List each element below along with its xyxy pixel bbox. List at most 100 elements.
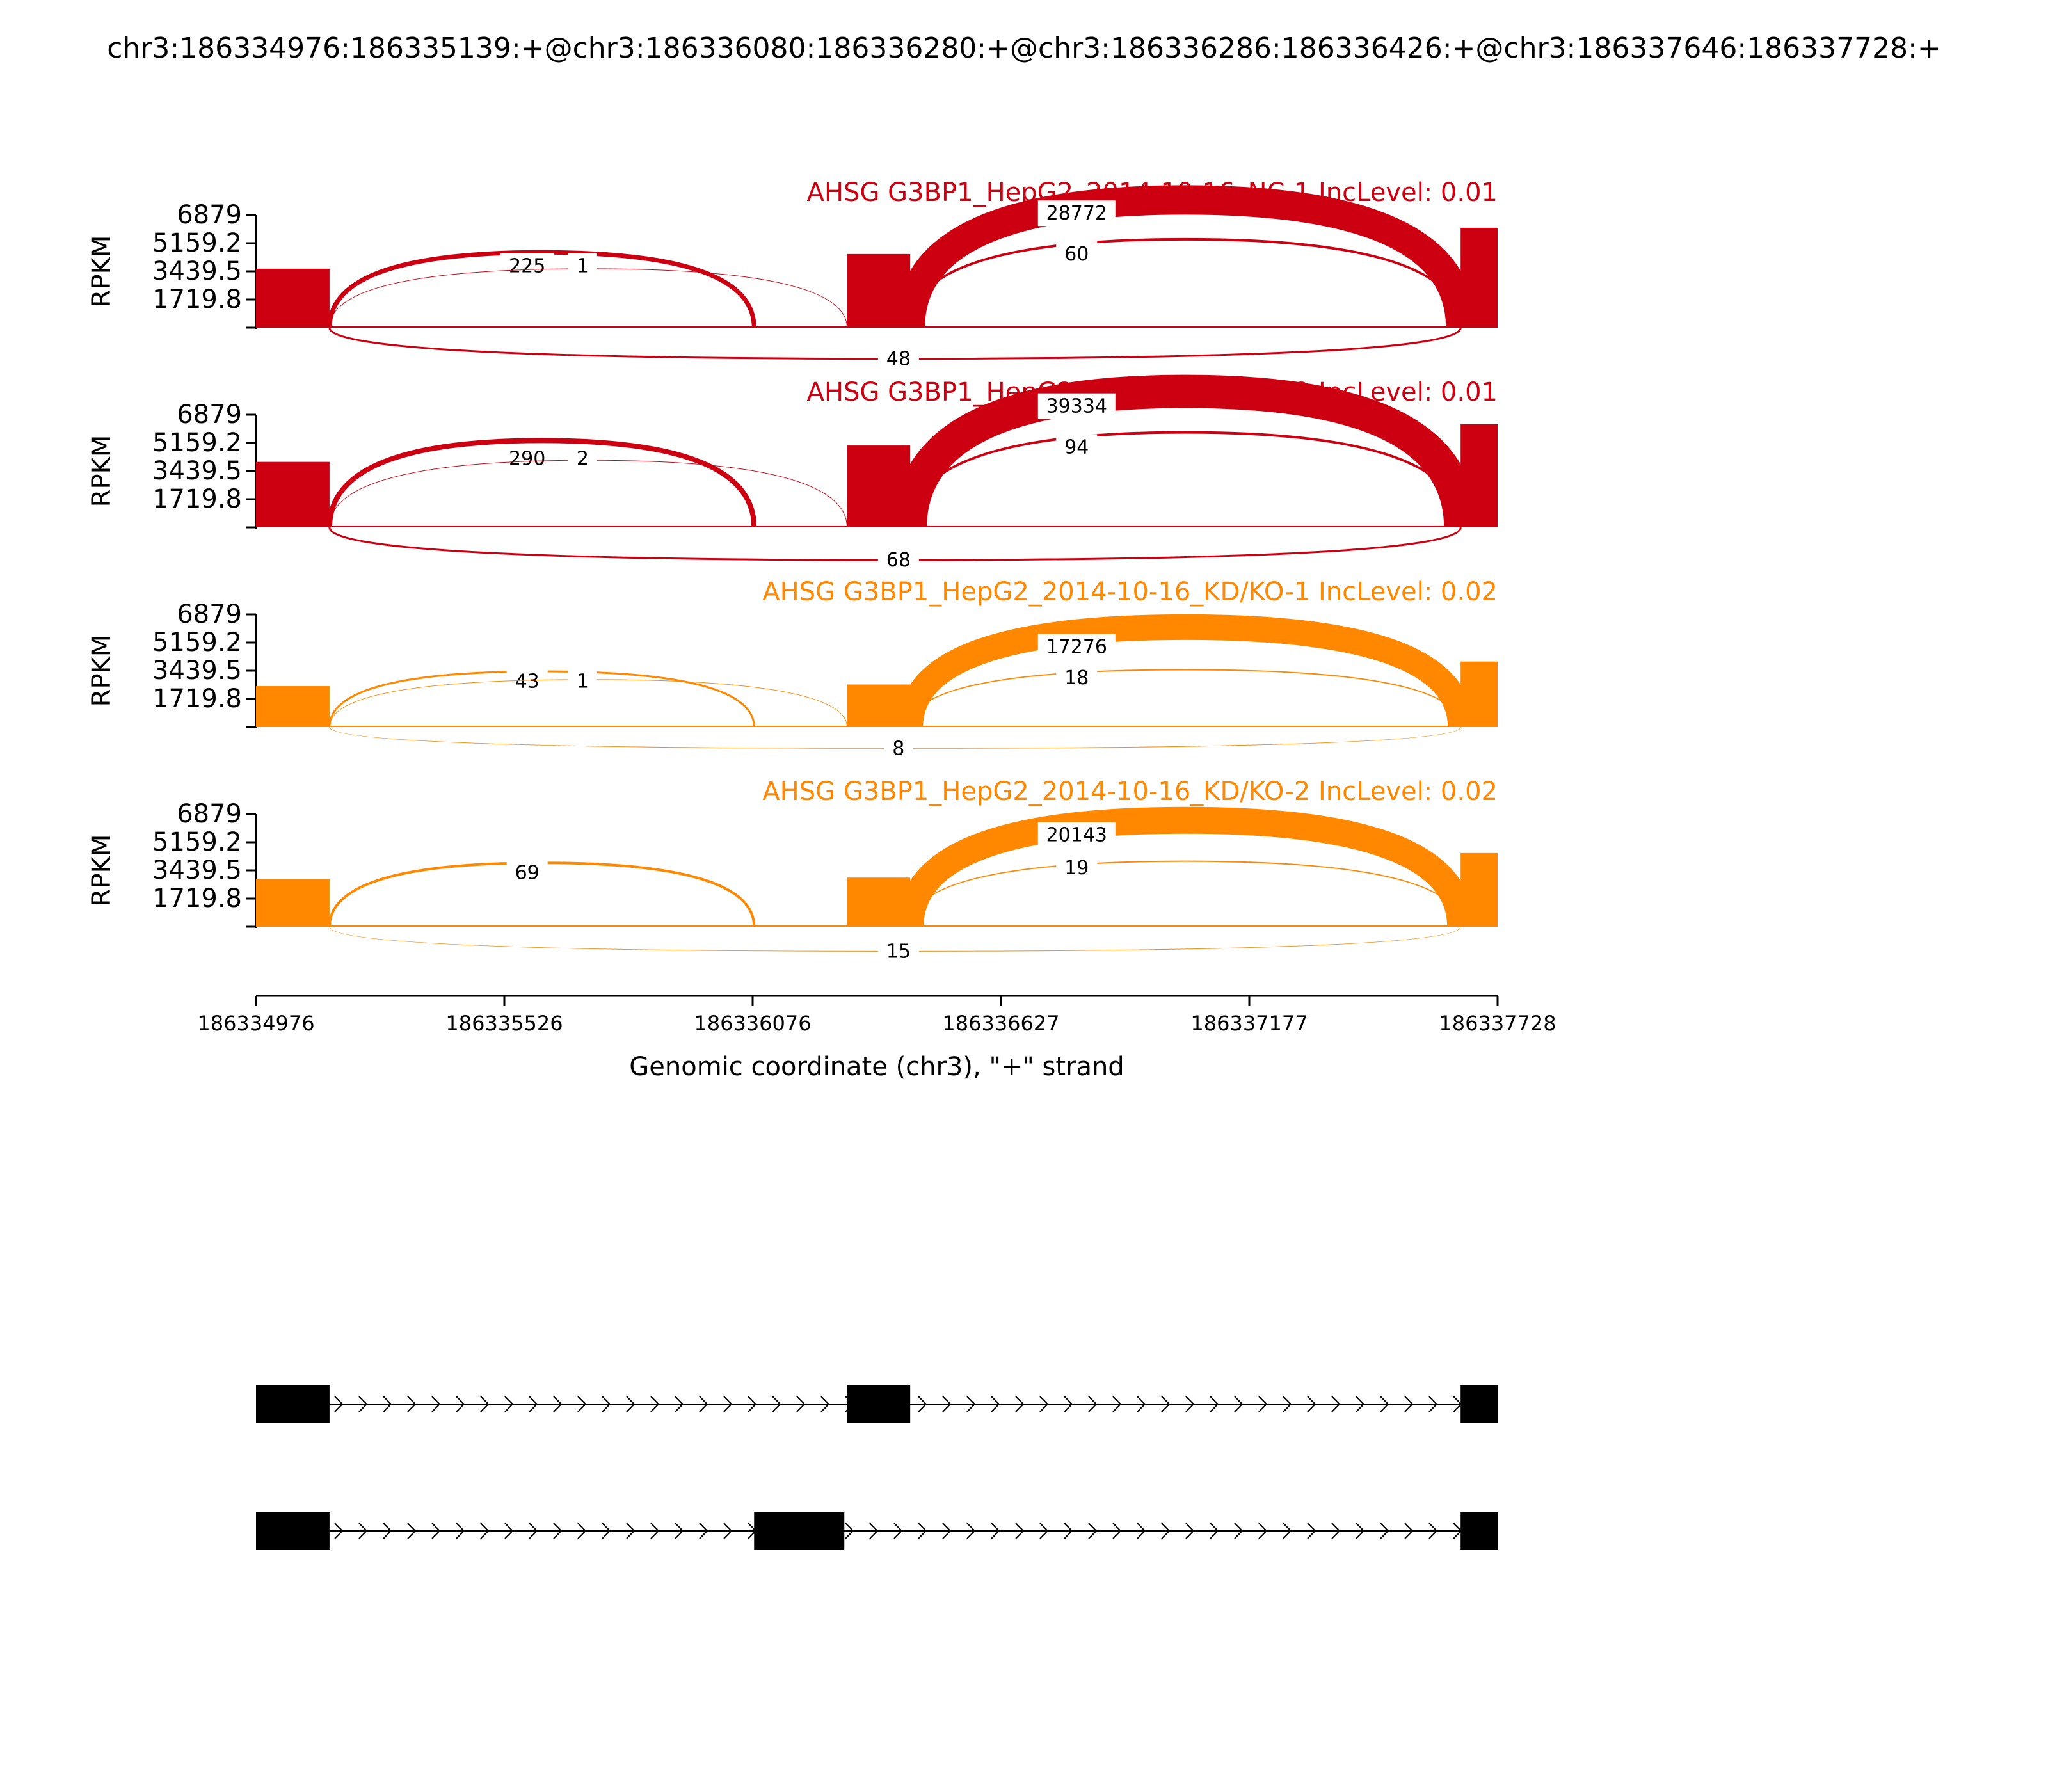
isoform-2	[256, 1512, 1498, 1550]
strand-arrow-icon	[1039, 1396, 1049, 1412]
junction-count-label: 19	[1064, 857, 1089, 879]
strand-arrow-icon	[431, 1523, 441, 1539]
strand-arrow-icon	[772, 1396, 781, 1412]
strand-arrow-icon	[383, 1396, 392, 1412]
x-tick-label: 186335526	[445, 1011, 563, 1036]
strand-arrow-icon	[1137, 1396, 1146, 1412]
junction-count-label: 2	[577, 448, 589, 470]
strand-arrow-icon	[1283, 1523, 1292, 1539]
strand-arrow-icon	[675, 1396, 684, 1412]
strand-arrow-icon	[1185, 1396, 1195, 1412]
junction-label-bg	[568, 253, 597, 279]
junction-arc	[897, 614, 1474, 728]
x-tick-label: 186337177	[1190, 1011, 1308, 1036]
junction-label-bg	[506, 668, 548, 694]
x-tick-label: 186336076	[694, 1011, 811, 1036]
strand-arrow-icon	[966, 1396, 976, 1412]
strand-arrow-icon	[602, 1396, 611, 1412]
strand-arrow-icon	[723, 1523, 733, 1539]
junction-count-label: 18	[1064, 667, 1089, 689]
strand-arrow-icon	[577, 1523, 587, 1539]
strand-arrow-icon	[918, 1396, 927, 1412]
track-title: AHSG G3BP1_HepG2_2014-10-16_KD/KO-1 IncL…	[762, 577, 1498, 607]
x-axis: 186334976 186335526 186336076 186336627 1863…	[197, 995, 1556, 1082]
junction-label-bg	[877, 938, 919, 964]
strand-arrow-icon	[1210, 1396, 1219, 1412]
strand-arrow-icon	[602, 1523, 611, 1539]
strand-arrow-icon	[893, 1523, 903, 1539]
y-tick-label: 3439.5	[152, 257, 242, 286]
isoform-exon	[847, 1385, 911, 1423]
junction-count-label: 1	[577, 670, 589, 692]
strand-arrow-icon	[1234, 1523, 1244, 1539]
strand-arrow-icon	[626, 1523, 636, 1539]
strand-arrow-icon	[553, 1396, 563, 1412]
junction-label-bg	[1037, 822, 1116, 848]
coverage-e1	[256, 268, 330, 328]
strand-arrow-icon	[1185, 1523, 1195, 1539]
strand-arrow-icon	[1258, 1523, 1268, 1539]
strand-arrow-icon	[1112, 1523, 1122, 1539]
junction-arc	[909, 860, 1462, 927]
strand-arrow-icon	[456, 1396, 465, 1412]
strand-arrow-icon	[1088, 1396, 1098, 1412]
y-axis-label: RPKM	[87, 435, 116, 508]
strand-arrow-icon	[1039, 1523, 1049, 1539]
strand-arrow-icon	[1015, 1396, 1025, 1412]
y-tick-label: 5159.2	[152, 828, 242, 857]
junction-count-label: 15	[886, 940, 911, 963]
strand-arrow-icon	[942, 1523, 952, 1539]
plot-title: chr3:186334976:186335139:+@chr3:18633608…	[107, 32, 1941, 65]
strand-arrow-icon	[1064, 1523, 1073, 1539]
strand-arrow-icon	[1356, 1523, 1365, 1539]
strand-arrow-icon	[1331, 1396, 1341, 1412]
junction-label-bg	[1037, 393, 1116, 419]
junction-count-label: 68	[886, 549, 911, 572]
junction-arc	[893, 374, 1478, 528]
strand-arrow-icon	[991, 1396, 1000, 1412]
strand-arrow-icon	[334, 1523, 344, 1539]
strand-arrow-icon	[1258, 1396, 1268, 1412]
strand-arrow-icon	[480, 1396, 490, 1412]
coverage-e1	[256, 686, 330, 727]
x-tick-label: 186336627	[942, 1011, 1059, 1036]
y-tick-label: 3439.5	[152, 656, 242, 685]
y-tick-label: 6879	[177, 400, 242, 429]
strand-arrow-icon	[1283, 1396, 1292, 1412]
junction-arc	[326, 438, 757, 528]
y-tick-label: 5159.2	[152, 428, 242, 458]
y-tick-label: 1719.8	[152, 884, 242, 913]
strand-arrow-icon	[1307, 1523, 1316, 1539]
junction-count-label: 60	[1064, 243, 1089, 266]
strand-arrow-icon	[845, 1523, 854, 1539]
junction-count-label: 69	[515, 862, 540, 884]
strand-arrow-icon	[1088, 1523, 1098, 1539]
junction-label-bg	[506, 860, 548, 886]
strand-arrow-icon	[529, 1523, 538, 1539]
strand-arrow-icon	[529, 1396, 538, 1412]
junction-count-label: 17276	[1046, 636, 1107, 659]
x-axis-label: Genomic coordinate (chr3), "+" strand	[629, 1052, 1124, 1082]
junction-count-label: 225	[509, 255, 545, 278]
strand-arrow-icon	[723, 1396, 733, 1412]
strand-arrow-icon	[1161, 1523, 1171, 1539]
isoform-exon	[1460, 1385, 1498, 1423]
strand-arrow-icon	[1356, 1396, 1365, 1412]
junction-count-label: 20143	[1046, 824, 1107, 847]
junction-arc	[897, 806, 1475, 927]
strand-arrow-icon	[699, 1523, 708, 1539]
isoform-exon	[1460, 1512, 1498, 1550]
strand-arrow-icon	[358, 1396, 368, 1412]
strand-arrow-icon	[1380, 1523, 1389, 1539]
y-axis-label: RPKM	[87, 635, 116, 707]
strand-arrow-icon	[1210, 1523, 1219, 1539]
junction-arc	[327, 250, 756, 328]
strand-arrow-icon	[504, 1396, 514, 1412]
strand-arrow-icon	[1064, 1396, 1073, 1412]
junction-count-label: 1	[577, 255, 589, 278]
strand-arrow-icon	[407, 1396, 417, 1412]
